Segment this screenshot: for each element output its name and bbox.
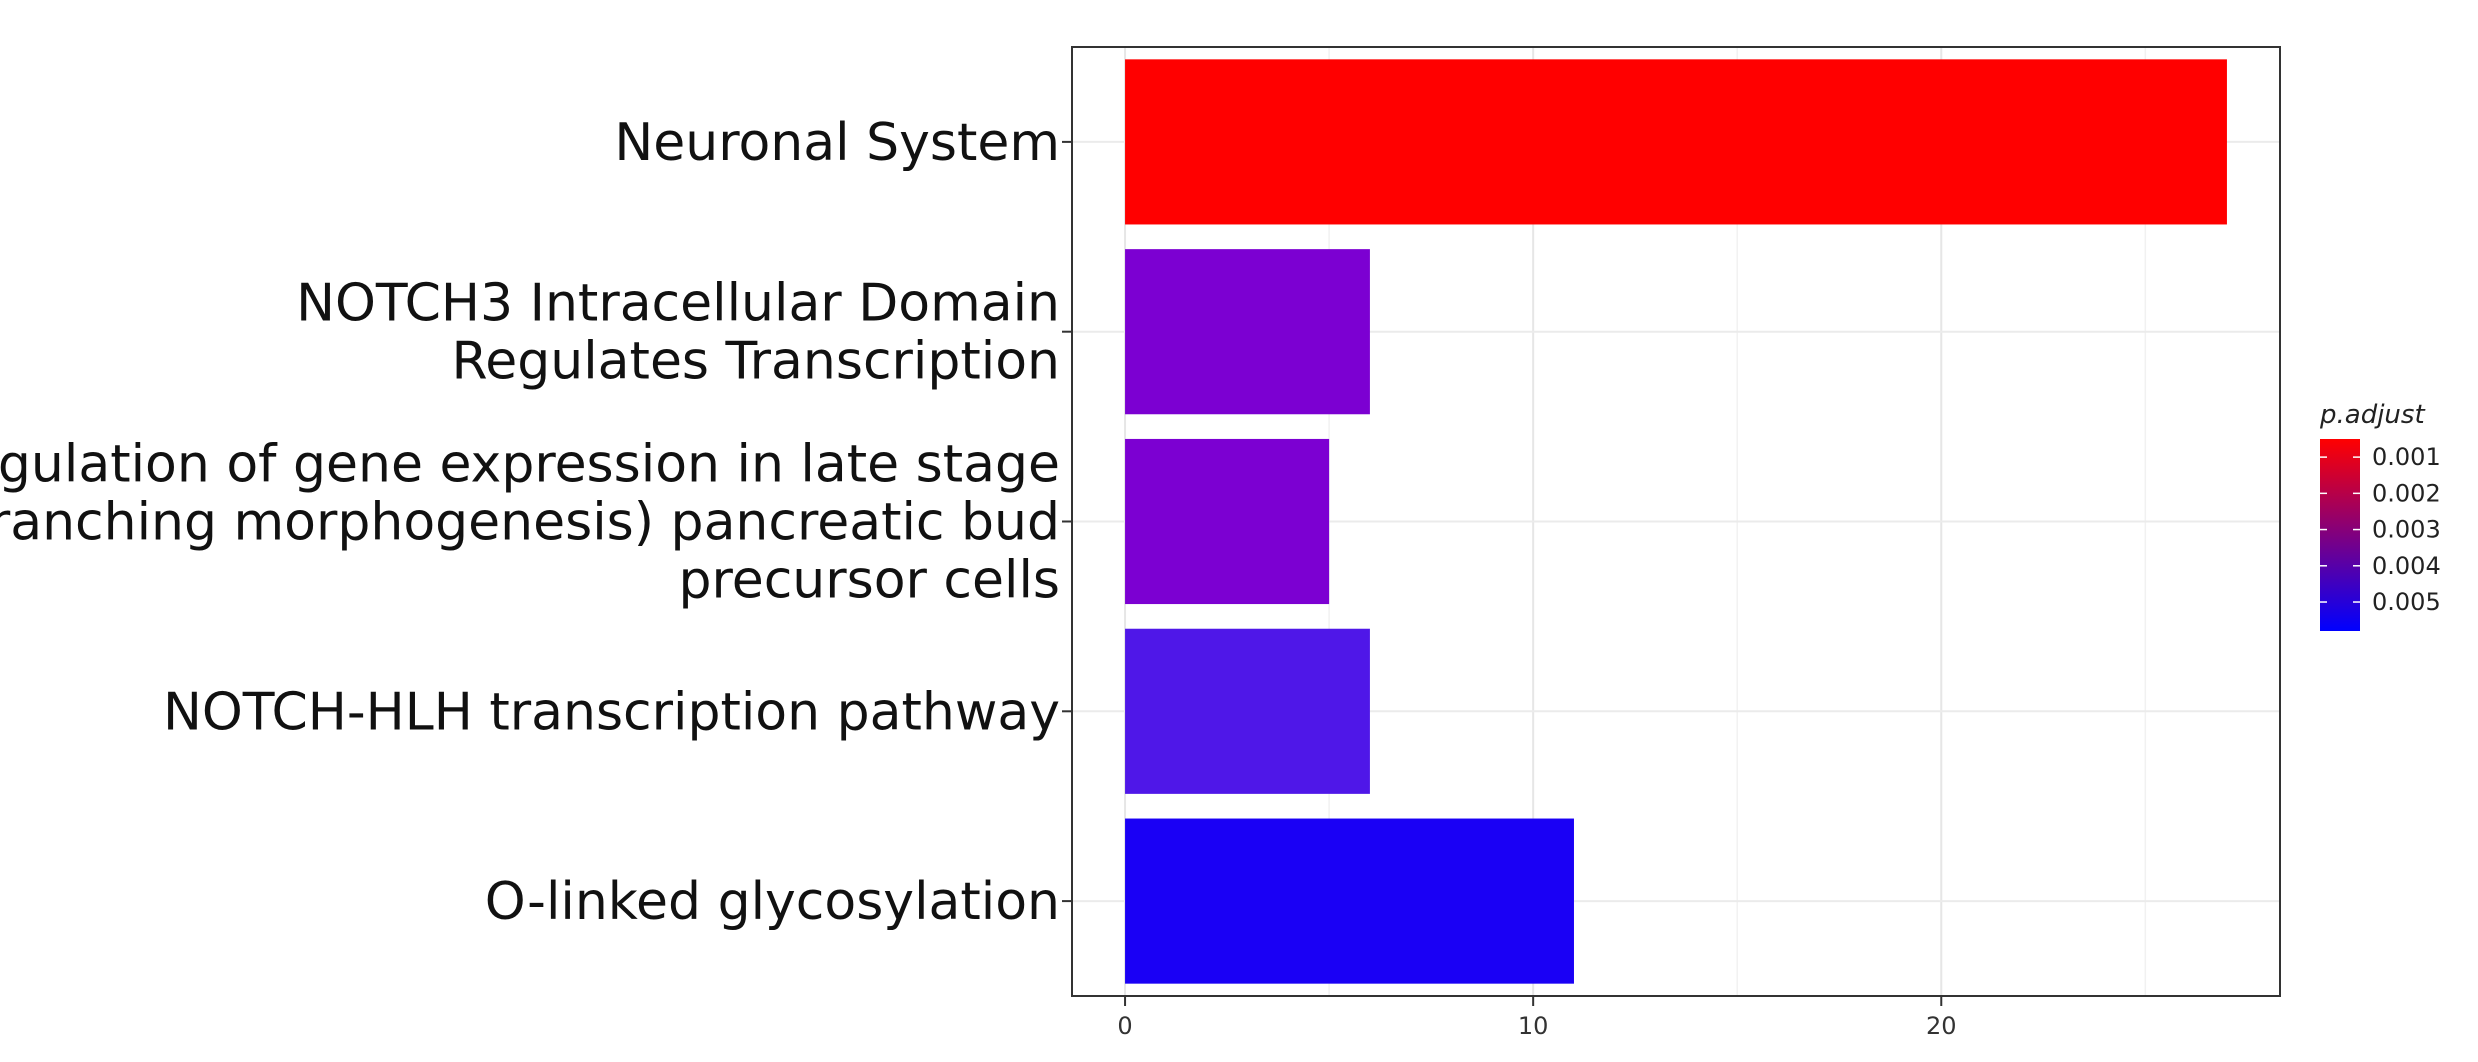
category-label: NOTCH-HLH transcription pathway (163, 682, 1060, 742)
bar (1125, 628, 1370, 794)
legend-label: 0.003 (2372, 516, 2441, 544)
category-label: O-linked glycosylation (485, 872, 1060, 932)
category-label: Neuronal System (614, 113, 1060, 173)
legend-label: 0.001 (2372, 443, 2441, 471)
bars (1125, 59, 2227, 984)
bar (1125, 818, 1574, 984)
category-label: NOTCH3 Intracellular Domain Regulates Tra… (296, 274, 1060, 392)
legend-title: p.adjust (2319, 400, 2425, 430)
bar (1125, 59, 2227, 225)
legend-label: 0.005 (2372, 588, 2441, 616)
bar (1125, 249, 1370, 415)
x-tick-label: 10 (1518, 1012, 1549, 1040)
legend-colorbar (2320, 439, 2360, 631)
y-axis: Neuronal System NOTCH3 Intracellular Doma… (0, 113, 1072, 932)
x-axis: 0 10 20 (1117, 996, 1957, 1040)
x-tick-label: 20 (1926, 1012, 1957, 1040)
legend: p.adjust 0.001 0.002 0.003 0.004 0.005 (2319, 400, 2441, 631)
category-label: Regulation of gene expression in late st… (0, 435, 1060, 611)
bar (1125, 438, 1330, 605)
legend-label: 0.004 (2372, 552, 2441, 580)
x-tick-label: 0 (1117, 1012, 1132, 1040)
legend-label: 0.002 (2372, 479, 2441, 507)
